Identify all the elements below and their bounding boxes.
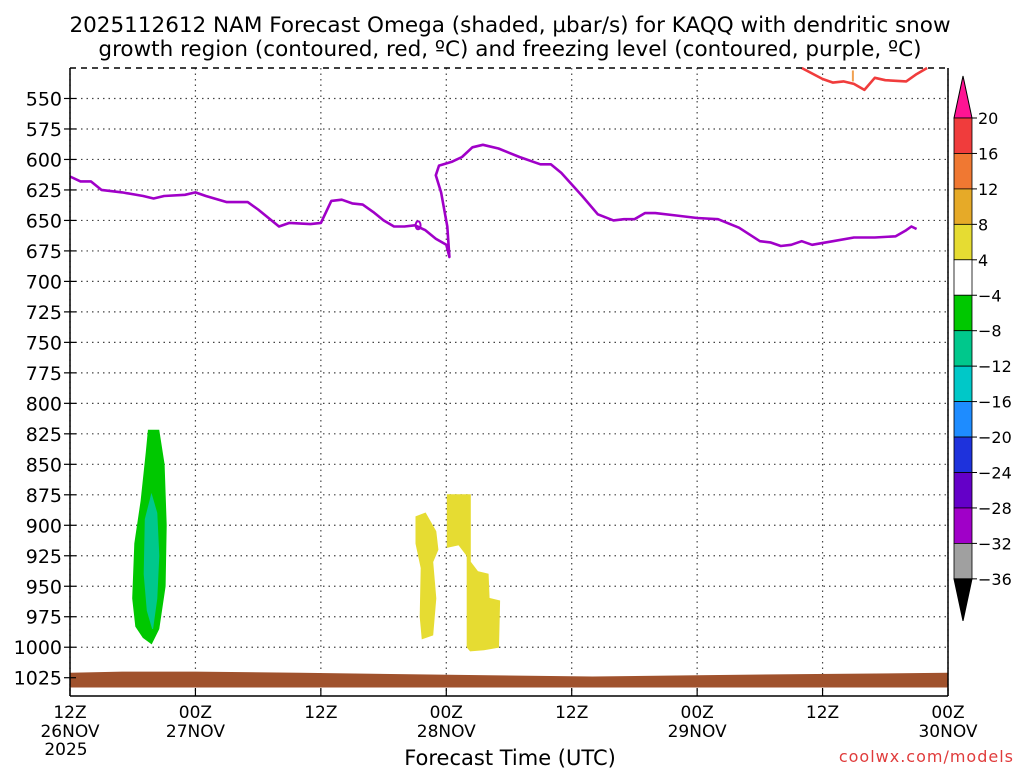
ground-band	[70, 671, 948, 688]
watermark: coolwx.com/models	[839, 747, 1014, 766]
colorbar-label-12: −32	[978, 534, 1012, 553]
xtick-date-0: 26NOV	[40, 722, 99, 742]
colorbar-label-8: −16	[978, 393, 1012, 412]
y-axis-tick-labels: 550 575 600 625 650 675 700 725 750 775 800 825 850 8…	[14, 88, 62, 689]
colorbar-top-arrow	[953, 75, 973, 119]
contour-lines	[69, 66, 928, 259]
xtick-label-12: 00Z	[179, 703, 212, 723]
xtick-date-60: 29NOV	[668, 722, 727, 742]
omega-shaded-regions	[132, 429, 501, 652]
colorbar-band-7	[953, 365, 973, 402]
ytick-label-825: 825	[26, 424, 62, 446]
colorbar-band-10	[953, 472, 973, 509]
ytick-label-600: 600	[26, 149, 62, 171]
xtick-label-48: 12Z	[555, 703, 588, 723]
xtick-date-36: 28NOV	[417, 722, 476, 742]
ytick-label-900: 900	[26, 515, 62, 537]
ytick-label-550: 550	[26, 88, 62, 110]
colorbar-band-12	[953, 543, 973, 580]
ytick-label-1000: 1000	[14, 637, 62, 659]
colorbar-label-10: −24	[978, 464, 1012, 483]
colorbar-band-3	[953, 223, 973, 261]
ytick-label-575: 575	[26, 119, 62, 141]
colorbar-band-8	[953, 401, 973, 438]
colorbar-band-6	[953, 330, 973, 367]
contour-line-1	[801, 66, 928, 92]
ytick-label-625: 625	[26, 180, 62, 202]
xtick-label-36: 00Z	[430, 703, 463, 723]
colorbar-label-11: −28	[978, 499, 1012, 518]
xtick-year-0: 2025	[44, 740, 87, 760]
ytick-label-875: 875	[26, 485, 62, 507]
contour-line-0	[69, 143, 918, 259]
ytick-label-800: 800	[26, 393, 62, 415]
colorbar-label-0: 20	[978, 109, 998, 128]
omega-region-3	[446, 494, 501, 652]
ytick-label-925: 925	[26, 546, 62, 568]
ytick-label-725: 725	[26, 302, 62, 324]
colorbar-label-1: 16	[978, 144, 998, 163]
ytick-label-775: 775	[26, 363, 62, 385]
omega-region-2	[415, 512, 439, 640]
xtick-label-84: 00Z	[931, 703, 964, 723]
colorbar-label-5: −4	[978, 286, 1002, 305]
xtick-date-12: 27NOV	[166, 722, 225, 742]
x-axis-label: Forecast Time (UTC)	[404, 746, 616, 768]
colorbar-band-5	[953, 294, 973, 332]
colorbar-band-4	[953, 259, 973, 296]
xtick-label-72: 12Z	[806, 703, 839, 723]
xtick-label-0: 12Z	[53, 703, 86, 723]
colorbar-legend: 20 16 12 8 4 −4 −8 −12 −16 −20 −24 −28 −32 −36	[953, 75, 1012, 621]
chart-title-line-1: 2025112612 NAM Forecast Omega (shaded, µ…	[69, 13, 950, 38]
ytick-label-850: 850	[26, 454, 62, 476]
colorbar-label-4: 4	[978, 251, 988, 270]
ytick-label-975: 975	[26, 607, 62, 629]
chart-title-line-2: growth region (contoured, red, ºC) and f…	[98, 37, 921, 62]
omega-region-1	[143, 492, 160, 630]
ytick-label-1025: 1025	[14, 668, 62, 690]
ground-surface	[70, 671, 948, 688]
colorbar-label-7: −12	[978, 357, 1012, 376]
colorbar-band-2	[953, 188, 973, 225]
colorbar-label-6: −8	[978, 322, 1002, 341]
colorbar-label-13: −36	[978, 570, 1012, 589]
colorbar-label-3: 8	[978, 215, 988, 234]
colorbar-band-1	[953, 153, 973, 190]
colorbar-band-0	[953, 117, 973, 154]
ytick-label-650: 650	[26, 210, 62, 232]
plot-gridlines	[69, 68, 949, 696]
colorbar-band-11	[953, 507, 973, 544]
xtick-label-24: 12Z	[304, 703, 337, 723]
ytick-label-675: 675	[26, 241, 62, 263]
xtick-label-60: 00Z	[681, 703, 714, 723]
plot-frame	[64, 67, 949, 697]
colorbar-label-2: 12	[978, 180, 998, 199]
freezing-level-loop	[414, 220, 422, 231]
ytick-label-950: 950	[26, 576, 62, 598]
colorbar-band-9	[953, 436, 973, 473]
xtick-date-84: 30NOV	[918, 722, 977, 742]
ytick-label-700: 700	[26, 271, 62, 293]
colorbar-bottom-arrow	[953, 578, 973, 621]
ytick-label-750: 750	[26, 332, 62, 354]
colorbar-label-9: −20	[978, 428, 1012, 447]
